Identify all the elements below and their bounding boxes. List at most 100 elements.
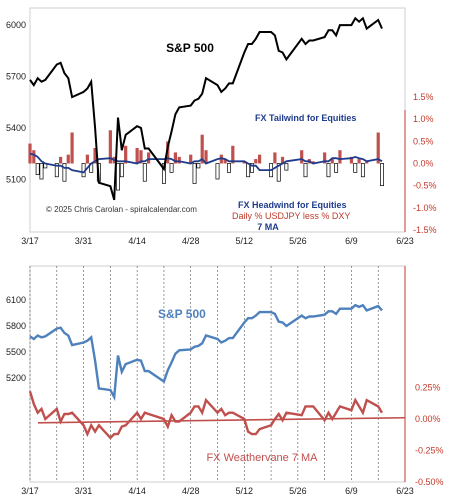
bottom-left-tick-label: 5800	[6, 321, 26, 331]
daily-bar	[273, 152, 277, 164]
daily-bar	[380, 163, 384, 186]
daily-bar	[147, 152, 151, 164]
top-x-tick-label: 3/17	[21, 236, 39, 246]
daily-bar	[334, 163, 339, 173]
top-right-tick-label: 1.5%	[413, 92, 434, 102]
top-x-tick-label: 5/26	[289, 236, 307, 246]
daily-bar	[360, 163, 365, 178]
daily-bar	[116, 163, 120, 191]
daily-bar	[142, 163, 147, 182]
daily-bar	[353, 163, 358, 173]
daily-bar	[66, 154, 70, 164]
daily-bar	[257, 154, 262, 164]
daily-bar	[280, 156, 285, 164]
top-chart-title: S&P 500	[166, 41, 214, 55]
daily-bar	[326, 163, 331, 178]
daily-bar	[59, 156, 63, 164]
bottom-x-tick-label: 5/12	[236, 486, 254, 496]
ma-series-label: 7 MA	[257, 222, 279, 232]
daily-series-label: Daily % USDJPY less % DXY	[232, 211, 350, 221]
daily-bar	[204, 150, 208, 164]
weathervane-label: FX Weathervane 7 MA	[206, 452, 318, 464]
daily-bar	[249, 163, 254, 173]
daily-bar	[200, 134, 204, 164]
copyright-label: © 2025 Chris Carolan - spiralcalendar.co…	[46, 205, 197, 214]
top-x-tick-label: 4/28	[182, 236, 200, 246]
top-left-tick-label: 6000	[6, 20, 26, 30]
daily-bar	[70, 132, 74, 164]
spx-price-line	[29, 16, 383, 201]
bottom-x-tick-label: 4/28	[182, 486, 200, 496]
daily-bar	[323, 152, 327, 164]
daily-bar	[254, 159, 258, 164]
bottom-x-tick-label: 5/26	[289, 486, 307, 496]
daily-bar	[330, 159, 334, 164]
daily-bar	[300, 150, 304, 164]
headwind-label: FX Headwind for Equities	[238, 200, 347, 210]
bottom-left-tick-label: 6100	[6, 295, 26, 305]
daily-bar	[173, 152, 178, 164]
daily-bar	[124, 145, 128, 164]
top-x-tick-label: 5/12	[236, 236, 254, 246]
bottom-right-tick-label: 0.00%	[415, 414, 441, 424]
bottom-right-tick-label: -0.50%	[415, 477, 444, 487]
top-left-tick-label: 5100	[6, 174, 26, 184]
daily-bar	[35, 163, 40, 175]
bottom-left-tick-label: 5200	[6, 373, 26, 383]
daily-bar	[189, 154, 193, 164]
daily-bar	[276, 163, 281, 182]
daily-bar	[284, 163, 289, 171]
top-right-tick-label: 1.0%	[413, 114, 434, 124]
daily-bar	[376, 132, 380, 164]
daily-bar	[108, 130, 112, 164]
bottom-right-tick-label: -0.25%	[415, 446, 444, 456]
daily-bar	[32, 150, 36, 164]
top-right-tick-label: -0.5%	[413, 181, 437, 191]
daily-bar	[215, 163, 220, 180]
bottom-x-tick-label: 6/23	[396, 486, 414, 496]
daily-bar	[231, 145, 235, 164]
daily-bar	[196, 163, 201, 169]
daily-bar	[338, 150, 342, 164]
weathervane-line	[28, 390, 384, 440]
daily-bar	[85, 154, 89, 164]
bottom-spx-label: S&P 500	[158, 307, 206, 321]
top-x-tick-label: 6/9	[345, 236, 358, 246]
daily-bar	[242, 161, 246, 164]
top-left-tick-label: 5400	[6, 123, 26, 133]
top-right-tick-label: 0.5%	[413, 136, 434, 146]
daily-bar	[135, 147, 139, 164]
top-x-tick-label: 4/14	[128, 236, 146, 246]
daily-bar	[119, 163, 124, 178]
bottom-right-tick-label: 0.25%	[415, 383, 441, 393]
spx-price-line-bottom	[29, 303, 383, 402]
weathervane-trend-line	[37, 416, 406, 424]
bottom-x-tick-label: 3/17	[21, 486, 39, 496]
daily-bar	[227, 163, 231, 173]
daily-bar	[223, 159, 227, 164]
bottom-x-tick-label: 6/9	[345, 486, 358, 496]
bottom-x-tick-label: 4/14	[128, 486, 146, 496]
daily-bar	[303, 163, 308, 178]
bottom-x-tick-label: 3/31	[75, 486, 93, 496]
top-right-tick-label: 0.0%	[413, 159, 434, 169]
daily-bar	[246, 163, 251, 178]
daily-bar	[169, 163, 174, 173]
top-left-tick-label: 5700	[6, 72, 26, 82]
top-right-tick-label: -1.0%	[413, 203, 437, 213]
daily-bar	[349, 156, 354, 164]
daily-bar	[93, 147, 97, 164]
ma-line	[29, 152, 383, 174]
daily-bar	[139, 150, 143, 164]
daily-bar	[192, 163, 197, 184]
bottom-left-tick-label: 5500	[6, 347, 26, 357]
daily-bar	[177, 156, 181, 164]
daily-bar	[54, 163, 59, 178]
tailwind-label: FX Tailwind for Equities	[255, 113, 356, 123]
daily-bar	[311, 161, 315, 164]
daily-bar	[28, 143, 32, 164]
daily-bar	[357, 159, 361, 164]
daily-bar	[365, 161, 369, 164]
